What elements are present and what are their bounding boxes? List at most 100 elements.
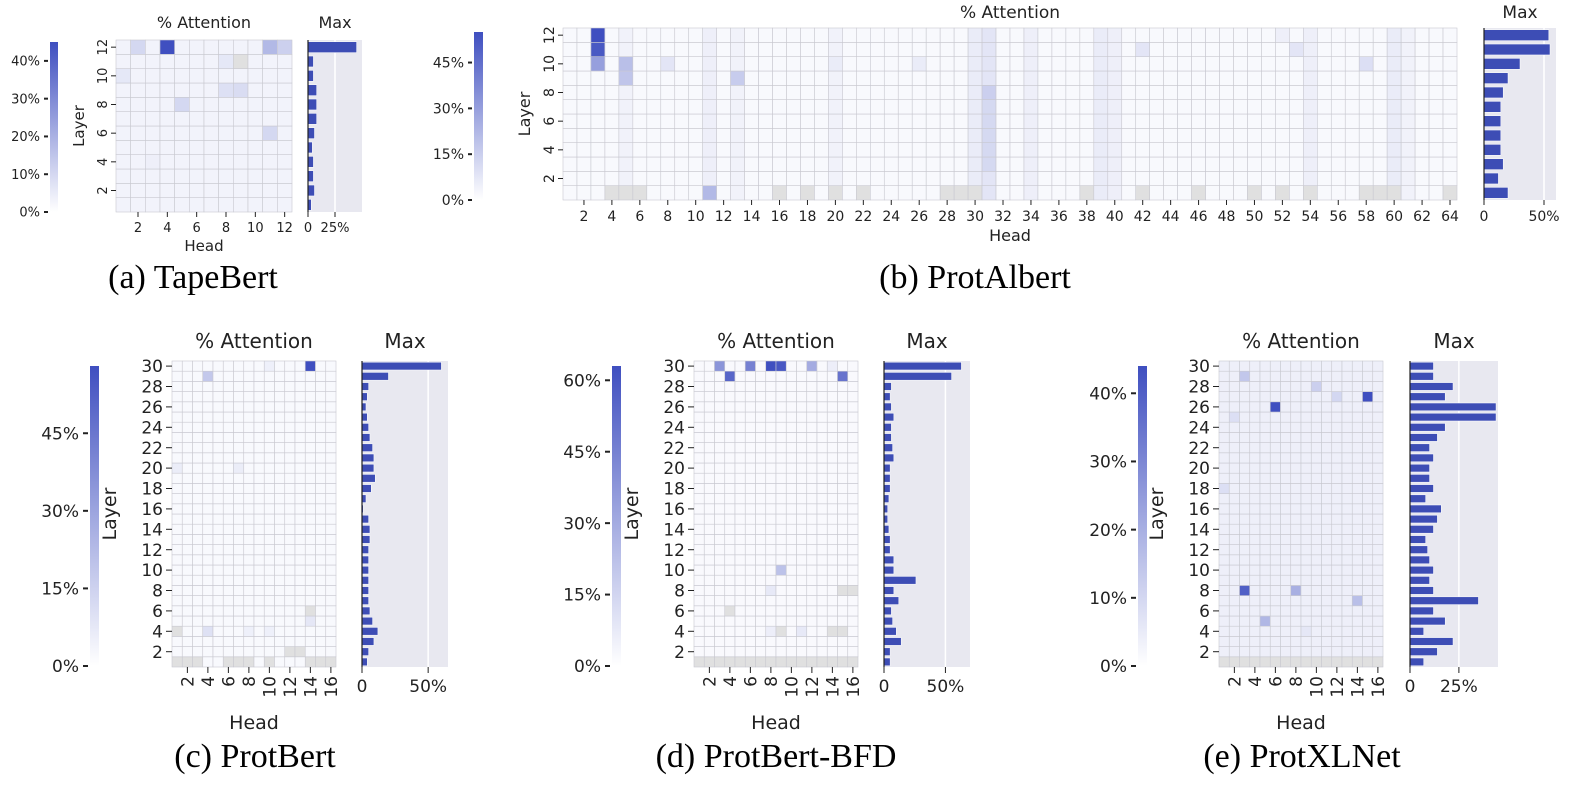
heatmap-cell xyxy=(703,544,715,556)
heatmap-cell xyxy=(816,360,828,372)
heatmap-cell xyxy=(203,183,219,198)
heatmap-cell xyxy=(1303,42,1318,57)
heatmap-cell xyxy=(222,370,234,382)
heatmap-cell xyxy=(1261,27,1276,43)
heatmap-cell xyxy=(222,544,234,556)
heatmap-cell xyxy=(796,605,808,617)
heatmap-cell xyxy=(796,411,808,423)
heatmap-cell xyxy=(590,156,606,172)
heatmap-cell xyxy=(1107,113,1123,129)
heatmap-cell xyxy=(744,554,756,566)
heatmap-cell xyxy=(576,85,592,100)
heatmap-cell xyxy=(897,128,913,143)
heatmap-cell xyxy=(1239,360,1251,372)
heatmap-cell xyxy=(826,585,838,596)
heatmap-cell xyxy=(1321,442,1333,454)
heatmap-cell xyxy=(233,97,249,112)
heatmap-cell xyxy=(263,646,275,658)
heatmap-cell xyxy=(1275,70,1290,86)
heatmap-cell xyxy=(1362,656,1374,668)
heatmap-cell xyxy=(192,585,204,596)
heatmap-cell xyxy=(263,462,275,474)
heatmap-cell xyxy=(1037,27,1053,43)
heatmap-cell xyxy=(1228,656,1240,668)
heatmap-cell xyxy=(1177,56,1192,72)
heatmap-cell xyxy=(1259,381,1271,392)
heatmap-cell xyxy=(590,99,606,115)
heatmap-cell xyxy=(703,513,715,525)
heatmap-cell xyxy=(1300,442,1312,454)
heatmap-cell xyxy=(716,85,731,100)
max-bar xyxy=(1409,402,1497,412)
heatmap-cell xyxy=(1351,585,1363,596)
heatmap-cell xyxy=(1280,411,1292,423)
heatmap-cell xyxy=(775,452,787,464)
heatmap-cell xyxy=(115,39,131,55)
heatmap-cell xyxy=(576,171,592,186)
heatmap-cell xyxy=(1261,128,1276,143)
heatmap-cell xyxy=(1093,185,1109,201)
heatmap-cell xyxy=(1149,27,1164,43)
heatmap-cell xyxy=(1372,370,1384,382)
heatmap-cell xyxy=(1300,391,1312,403)
heatmap-cell xyxy=(1218,421,1230,433)
heatmap-cell xyxy=(1344,99,1360,115)
heatmap-cell xyxy=(1269,646,1281,658)
heatmap-cell xyxy=(1442,128,1458,143)
heatmap-cell xyxy=(192,636,204,647)
heatmap-cell xyxy=(1289,113,1304,129)
heatmap-cell xyxy=(202,493,214,505)
heatmap-cell xyxy=(693,636,705,647)
heatmap-cell xyxy=(576,142,592,158)
heatmap-cell xyxy=(734,401,746,413)
heatmap-cell xyxy=(703,442,715,454)
heatmap-cell xyxy=(1259,432,1271,443)
heatmap-cell xyxy=(1247,56,1262,72)
heatmap-cell xyxy=(233,574,245,586)
heatmap-cell xyxy=(192,483,204,494)
heatmap-cell xyxy=(212,493,224,505)
heatmap-cell xyxy=(304,370,316,382)
heatmap-cell xyxy=(274,523,286,535)
heatmap-cell xyxy=(1249,370,1261,382)
heatmap-cell xyxy=(1428,156,1444,172)
heatmap-cell xyxy=(714,523,726,535)
heatmap-cell xyxy=(632,113,648,129)
heatmap-cell xyxy=(1218,656,1230,668)
heatmap-cell xyxy=(130,183,146,198)
heatmap-cell xyxy=(604,142,620,158)
heatmap-cell xyxy=(145,111,161,127)
heatmap-cell xyxy=(304,493,316,505)
x-axis-label: Head xyxy=(184,237,223,255)
heatmap-cell xyxy=(1344,27,1360,43)
heatmap-cell xyxy=(202,503,214,515)
heatmap-cell xyxy=(1358,171,1374,186)
heatmap-cell xyxy=(967,128,983,143)
max-bar xyxy=(1409,555,1430,565)
heatmap-cell xyxy=(939,56,955,72)
heatmap-cell xyxy=(1344,113,1360,129)
heatmap-cell xyxy=(785,585,797,596)
heatmap-cell xyxy=(218,168,234,184)
heatmap-cell xyxy=(1218,370,1230,382)
heatmap-cell xyxy=(274,564,286,576)
heatmap-cell xyxy=(911,128,927,143)
heatmap-cell xyxy=(604,27,620,43)
heatmap-cell xyxy=(1372,615,1384,627)
heatmap-cell xyxy=(1218,452,1230,464)
heatmap-cell xyxy=(1372,381,1384,392)
heatmap-cell xyxy=(171,656,183,668)
heatmap-cell xyxy=(660,85,676,100)
heatmap-cell xyxy=(981,156,997,172)
heatmap-cell xyxy=(130,125,146,141)
max-bar xyxy=(883,402,892,412)
heatmap-cell xyxy=(1400,185,1416,201)
heatmap-cell xyxy=(911,156,927,172)
heatmap-cell xyxy=(159,140,175,155)
heatmap-cell xyxy=(796,370,808,382)
heatmap-cell xyxy=(1372,544,1384,556)
heatmap-cell xyxy=(202,554,214,566)
y-tick-label: 2 xyxy=(542,174,558,183)
max-bar xyxy=(883,586,895,595)
heatmap-cell xyxy=(1093,27,1109,43)
